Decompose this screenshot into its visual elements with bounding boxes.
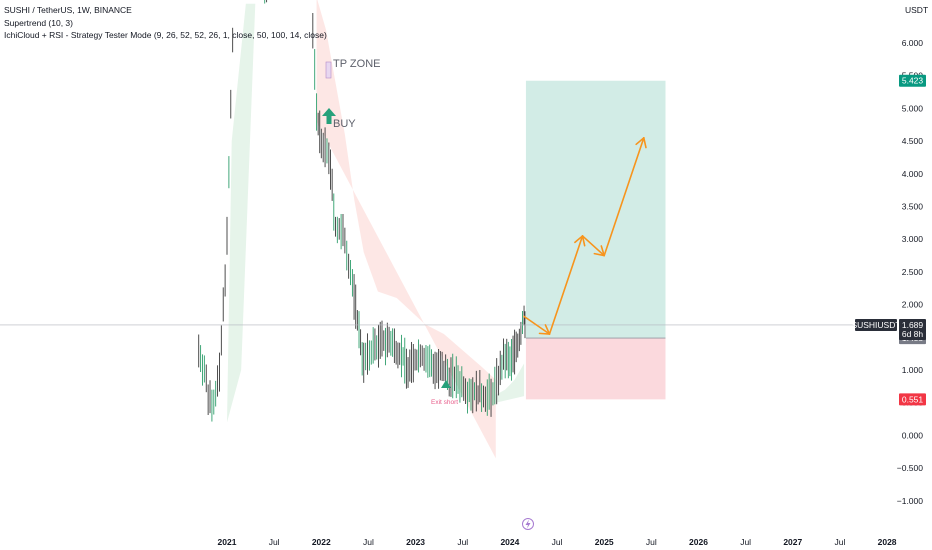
currency-label[interactable]: USDT: [905, 5, 928, 15]
x-tick-label: Jul: [835, 537, 846, 547]
stop-price-tag-bg: [899, 393, 926, 406]
projection-arrowhead: [574, 235, 584, 244]
bar-countdown: 6d 8h: [902, 329, 924, 339]
projection-segment[interactable]: [581, 235, 606, 257]
x-tick-label: 2028: [878, 537, 897, 547]
y-tick-label: 6.000: [902, 38, 924, 48]
tp-zone-label: TP ZONE: [333, 58, 380, 70]
x-tick-label: 2024: [500, 537, 519, 547]
projection-arrowhead: [581, 235, 586, 247]
chart-legend: SUSHI / TetherUS, 1W, BINANCE Supertrend…: [4, 4, 327, 42]
projection-segment[interactable]: [523, 315, 551, 335]
supertrend-down-band: [316, 0, 496, 459]
y-tick-label: 0.000: [902, 430, 924, 440]
x-tick-label: 2025: [595, 537, 614, 547]
symbol-tag-bg: [855, 318, 897, 331]
projection-arrowhead: [600, 245, 606, 257]
projection-arrowhead: [538, 332, 551, 335]
chart-annotations: TP ZONE BUY Exit short: [322, 58, 458, 406]
x-tick-label: Jul: [363, 537, 374, 547]
y-tick-label: 3.000: [902, 234, 924, 244]
y-tick-label: 4.000: [902, 169, 924, 179]
x-tick-label: Jul: [457, 537, 468, 547]
loss-zone[interactable]: [525, 338, 666, 400]
y-tick-label: 5.000: [902, 103, 924, 113]
supertrend-early-up-band: [227, 3, 256, 423]
y-tick-label: 1.000: [902, 365, 924, 375]
x-tick-label: Jul: [740, 537, 751, 547]
last-price-tag: 1.689: [902, 320, 924, 330]
last-price-tag-bg: [899, 318, 926, 340]
lightning-bolt-icon: [525, 519, 531, 529]
projection-arrowhead: [635, 137, 645, 146]
target-price-tag: 5.423: [902, 76, 924, 86]
profit-zone[interactable]: [525, 80, 666, 339]
x-tick-label: 2021: [218, 537, 237, 547]
supertrend-indicator-label[interactable]: Supertrend (10, 3): [4, 17, 73, 28]
y-tick-label: 2.500: [902, 267, 924, 277]
x-tick-label: 2022: [312, 537, 331, 547]
buy-arrow-icon: [322, 108, 336, 124]
x-tick-label: 2027: [783, 537, 802, 547]
projection-path: [523, 137, 647, 335]
projection-arrowhead: [593, 252, 606, 257]
stop-price-tag: 0.551: [902, 394, 924, 404]
lightning-icon[interactable]: [522, 518, 534, 530]
ichicloud-indicator-label[interactable]: IchiCloud + RSI - Strategy Tester Mode (…: [4, 30, 327, 40]
x-tick-label: Jul: [269, 537, 280, 547]
projection-arrowhead: [544, 324, 551, 335]
y-tick-label: 3.500: [902, 202, 924, 212]
exit-short-marker-icon: [441, 380, 451, 388]
x-tick-label: 2023: [406, 537, 425, 547]
time-axis[interactable]: 2021 Jul 2022 Jul 2023 Jul 2024 Jul 2025 Jul 2026 J…: [218, 518, 897, 548]
y-tick-label: −1.000: [897, 496, 924, 506]
price-series: [198, 0, 526, 422]
buy-label: BUY: [333, 118, 356, 130]
target-price-tag-bg: [899, 74, 926, 87]
y-tick-label: −0.500: [897, 463, 924, 473]
supertrend-bands: [227, 0, 525, 459]
x-tick-label: 2026: [689, 537, 708, 547]
x-tick-label: Jul: [552, 537, 563, 547]
tp-zone-marker: [325, 61, 332, 79]
projection-segment[interactable]: [548, 235, 584, 335]
projection-arrowhead: [643, 137, 647, 149]
projection-segment[interactable]: [603, 137, 645, 257]
position-zones: [525, 80, 666, 400]
y-tick-label: 4.500: [902, 136, 924, 146]
symbol-tag-label: SUSHIUSDT: [851, 320, 900, 330]
exit-short-label: Exit short: [431, 399, 458, 406]
symbol-title[interactable]: SUSHI / TetherUS, 1W, BINANCE: [4, 5, 132, 15]
supertrend-up-band: [495, 363, 525, 403]
y-tick-label: 2.000: [902, 300, 924, 310]
x-tick-label: Jul: [646, 537, 657, 547]
